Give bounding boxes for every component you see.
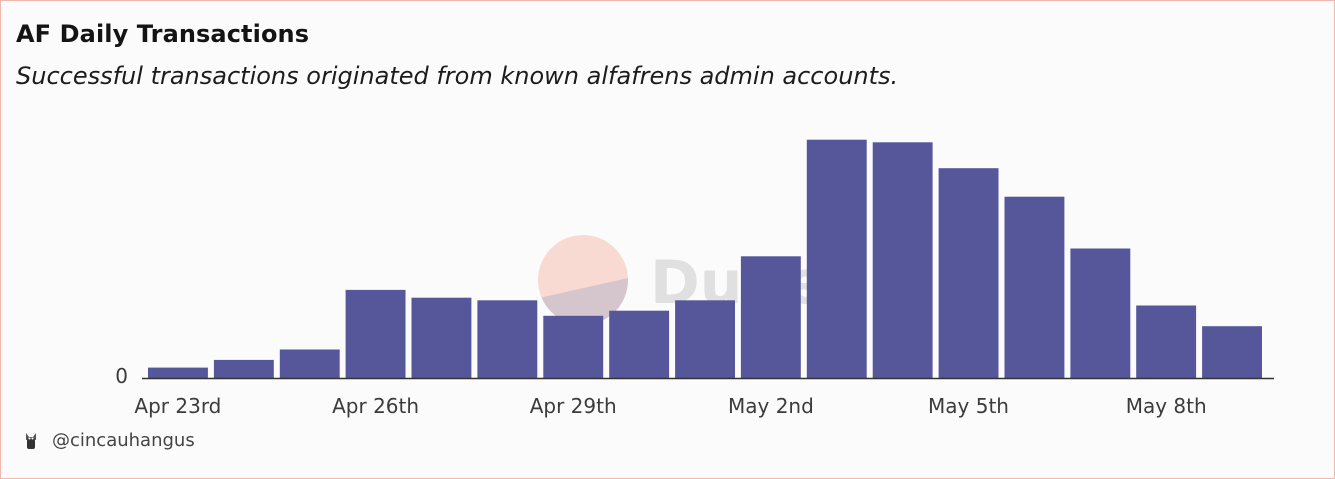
bar-5[interactable] <box>477 300 538 378</box>
dune-logo-icon <box>538 235 628 325</box>
x-tick-label: May 5th <box>928 394 1009 418</box>
bar-4[interactable] <box>411 297 472 378</box>
bar-1[interactable] <box>213 359 274 378</box>
bar-15[interactable] <box>1136 305 1197 379</box>
bar-12[interactable] <box>938 168 999 378</box>
x-tick-label: Apr 26th <box>332 394 419 418</box>
x-tick-label: May 8th <box>1126 394 1207 418</box>
bar-2[interactable] <box>279 349 340 379</box>
bar-11[interactable] <box>872 142 933 378</box>
bar-0[interactable] <box>148 367 208 378</box>
bar-6[interactable] <box>543 315 604 378</box>
bar-14[interactable] <box>1070 248 1131 379</box>
bar-13[interactable] <box>1004 196 1065 378</box>
bar-9[interactable] <box>740 256 801 378</box>
bar-8[interactable] <box>675 300 735 378</box>
x-tick-label: May 2nd <box>728 394 814 418</box>
chart-subtitle: Successful transactions originated from … <box>16 62 899 90</box>
bar-7[interactable] <box>609 310 670 378</box>
bar-10[interactable] <box>806 139 867 378</box>
author-handle[interactable]: @cincauhangus <box>52 430 195 451</box>
y-tick-label: 0 <box>115 364 128 388</box>
x-tick-label: Apr 23rd <box>134 394 221 418</box>
bar-3[interactable] <box>345 289 406 378</box>
cat-avatar-icon <box>24 431 38 451</box>
x-tick-label: Apr 29th <box>530 394 617 418</box>
bar-16[interactable] <box>1202 326 1262 378</box>
chart-title: AF Daily Transactions <box>16 20 310 48</box>
chart-footer: @cincauhangus <box>24 430 195 451</box>
